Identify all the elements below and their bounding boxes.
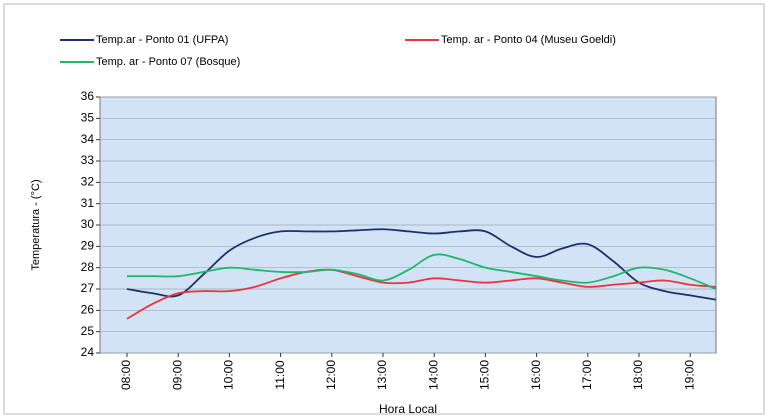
x-tick-label: 14:00 [426,360,440,390]
x-tick-label: 16:00 [529,360,543,390]
x-tick-label: 11:00 [273,360,287,389]
x-tick-label: 12:00 [324,360,338,390]
y-tick-label: 32 [81,175,95,189]
x-tick-label: 15:00 [478,360,492,390]
series-line [126,253,717,290]
series-line [126,268,716,320]
x-tick-label: 09:00 [170,360,184,390]
legend-label: Temp. ar - Ponto 04 (Museu Goeldi) [441,34,616,46]
x-tick-label: 10:00 [222,360,236,390]
y-tick-label: 31 [81,196,95,210]
x-tick-label: 17:00 [580,360,594,390]
y-tick-label: 35 [81,111,95,125]
y-tick-label: 34 [81,132,95,146]
y-tick-label: 30 [81,217,95,231]
y-tick-label: 26 [81,303,95,317]
x-axis-label: Hora Local [379,402,437,416]
x-tick-label: 19:00 [682,360,696,390]
legend-label: Temp.ar - Ponto 01 (UFPA) [96,34,228,46]
y-axis-label: Temperatura - (°C) [30,179,42,270]
x-tick-label: 18:00 [631,360,645,390]
x-tick-label: 13:00 [375,360,389,390]
y-tick-label: 28 [81,260,95,274]
x-tick-label: 08:00 [119,360,133,390]
y-tick-label: 25 [81,324,95,338]
y-tick-label: 29 [81,239,95,253]
series-line [126,228,716,301]
y-tick-label: 24 [81,345,95,359]
y-tick-label: 36 [81,89,95,103]
y-tick-label: 33 [81,153,95,167]
y-tick-label: 27 [81,281,95,295]
legend-label: Temp. ar - Ponto 07 (Bosque) [96,56,240,68]
